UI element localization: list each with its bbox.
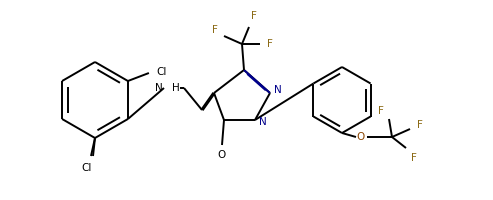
Text: O: O: [356, 132, 364, 142]
Text: Cl: Cl: [156, 67, 166, 77]
Text: F: F: [417, 120, 423, 130]
Text: N: N: [259, 117, 267, 127]
Text: N: N: [155, 83, 163, 93]
Text: N: N: [274, 85, 282, 95]
Text: F: F: [378, 106, 384, 116]
Text: F: F: [267, 39, 273, 49]
Text: F: F: [251, 11, 257, 21]
Text: F: F: [212, 25, 218, 35]
Text: F: F: [411, 153, 417, 163]
Text: O: O: [217, 150, 225, 160]
Text: Cl: Cl: [82, 163, 92, 173]
Text: H: H: [172, 83, 180, 93]
